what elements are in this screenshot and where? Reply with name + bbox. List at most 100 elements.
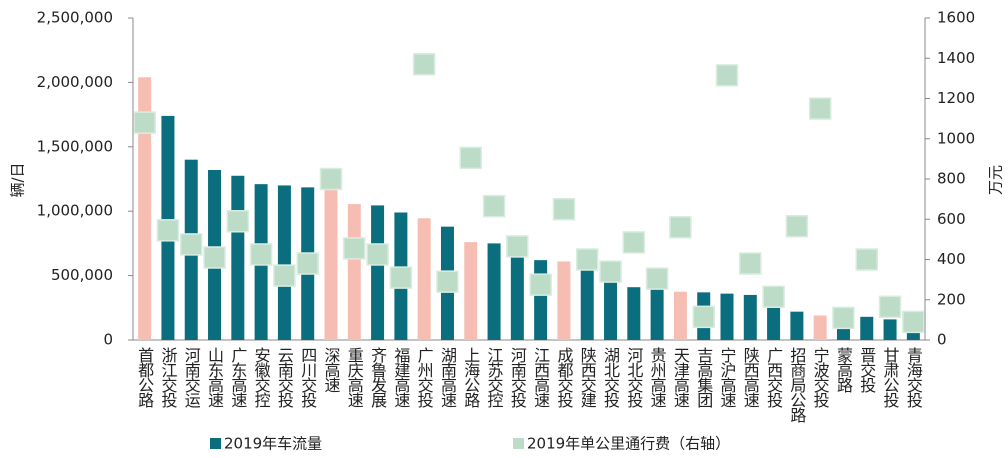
x-tick-label: 宁波交投 [811,347,830,409]
marker [855,248,879,271]
marker [459,146,483,170]
y2-tick-label: 800 [937,170,966,188]
x-tick-label: 天津高速 [671,347,690,408]
bar [557,261,571,340]
bar [743,294,757,340]
x-tick-label: 广州交投 [415,347,434,409]
legend-swatch [210,438,221,449]
bar [813,315,827,340]
marker [669,216,692,239]
bar [650,288,664,340]
marker [319,167,343,191]
marker [273,264,296,287]
bar [883,319,897,340]
marker [226,210,250,233]
bar [673,291,687,340]
x-tick-label: 陕西高速 [741,347,760,408]
y2-tick-label: 600 [937,210,966,228]
bar [580,264,594,340]
x-tick-label: 浙江交投 [158,347,177,409]
y2-axis-label: 万元 [987,165,1005,195]
x-tick-label: 江苏交控 [485,347,504,409]
y-tick-label: 0 [103,331,113,349]
marker [692,305,715,329]
bar [371,205,385,340]
x-tick-label: 广东高速 [228,347,247,408]
bar [767,301,781,340]
bar [534,260,548,340]
marker [366,243,389,266]
bar [417,218,431,340]
y2-tick-label: 1000 [937,129,975,147]
x-tick-label: 贵州高速 [648,347,667,408]
marker [249,243,273,266]
marker [622,231,646,254]
marker [156,219,180,242]
x-tick-label: 江西高速 [531,347,550,408]
y2-tick-label: 200 [937,290,966,308]
marker [715,64,739,87]
marker [832,306,855,330]
marker [412,53,436,76]
legend-label: 2019年单公里通行费（右轴） [527,435,730,453]
legend-swatch [513,438,524,449]
marker [878,295,902,319]
x-tick-label: 安徽交控 [252,347,271,409]
x-tick-label: 河北交投 [624,347,643,409]
x-tick-label: 山东高速 [205,347,224,408]
x-tick-label: 首都公路 [135,347,154,408]
marker [902,310,925,334]
bar [464,242,478,340]
x-tick-label: 青海交投 [904,347,923,409]
bar [231,175,245,340]
x-tick-label: 湖北交投 [601,347,620,409]
marker [343,237,366,260]
bar [604,278,618,340]
x-tick-label: 甘肃公投 [881,347,900,409]
x-tick-label: 湖南高速 [438,347,457,408]
marker [645,267,669,290]
y-axis-label: 辆/日 [9,162,27,197]
y-tick-label: 2,000,000 [37,73,113,91]
marker [529,273,552,296]
legend-label: 2019年车流量 [224,435,322,453]
x-tick-label: 宁沪高速 [718,347,737,408]
x-tick-label: 齐鲁发展 [368,347,387,408]
marker [296,252,319,275]
x-tick-label: 河南交投 [508,347,527,409]
bar [138,77,152,341]
x-tick-label: 广西交投 [764,347,783,409]
bar [860,316,874,340]
y2-tick-label: 1400 [937,49,975,67]
y-tick-label: 2,500,000 [37,9,113,27]
marker [785,215,809,238]
marker [436,270,459,293]
x-tick-label: 晋交投 [857,347,876,394]
x-tick-label: 上海公路 [461,347,480,408]
x-tick-label: 陕西交建 [578,347,597,408]
y2-tick-label: 1600 [937,9,975,27]
x-tick-label: 四川交投 [298,347,317,409]
y-tick-label: 500,000 [51,266,113,284]
x-tick-label: 重庆高速 [345,347,364,408]
marker [762,285,785,308]
marker [203,246,226,269]
y2-tick-label: 0 [937,331,947,349]
marker [552,197,576,221]
marker [575,248,599,271]
x-tick-label: 河南交运 [182,347,201,409]
marker [739,252,762,275]
bar [627,287,641,340]
x-tick-label: 招商局公路 [787,347,806,423]
marker [506,235,529,258]
y-tick-label: 1,000,000 [37,202,113,220]
marker [808,97,832,120]
bar [720,293,734,340]
x-tick-label: 蒙高路 [834,347,853,393]
marker [389,266,413,289]
y2-tick-label: 1200 [937,89,975,107]
marker [133,111,156,134]
x-tick-label: 吉高集团 [694,347,713,408]
bar [277,185,291,340]
